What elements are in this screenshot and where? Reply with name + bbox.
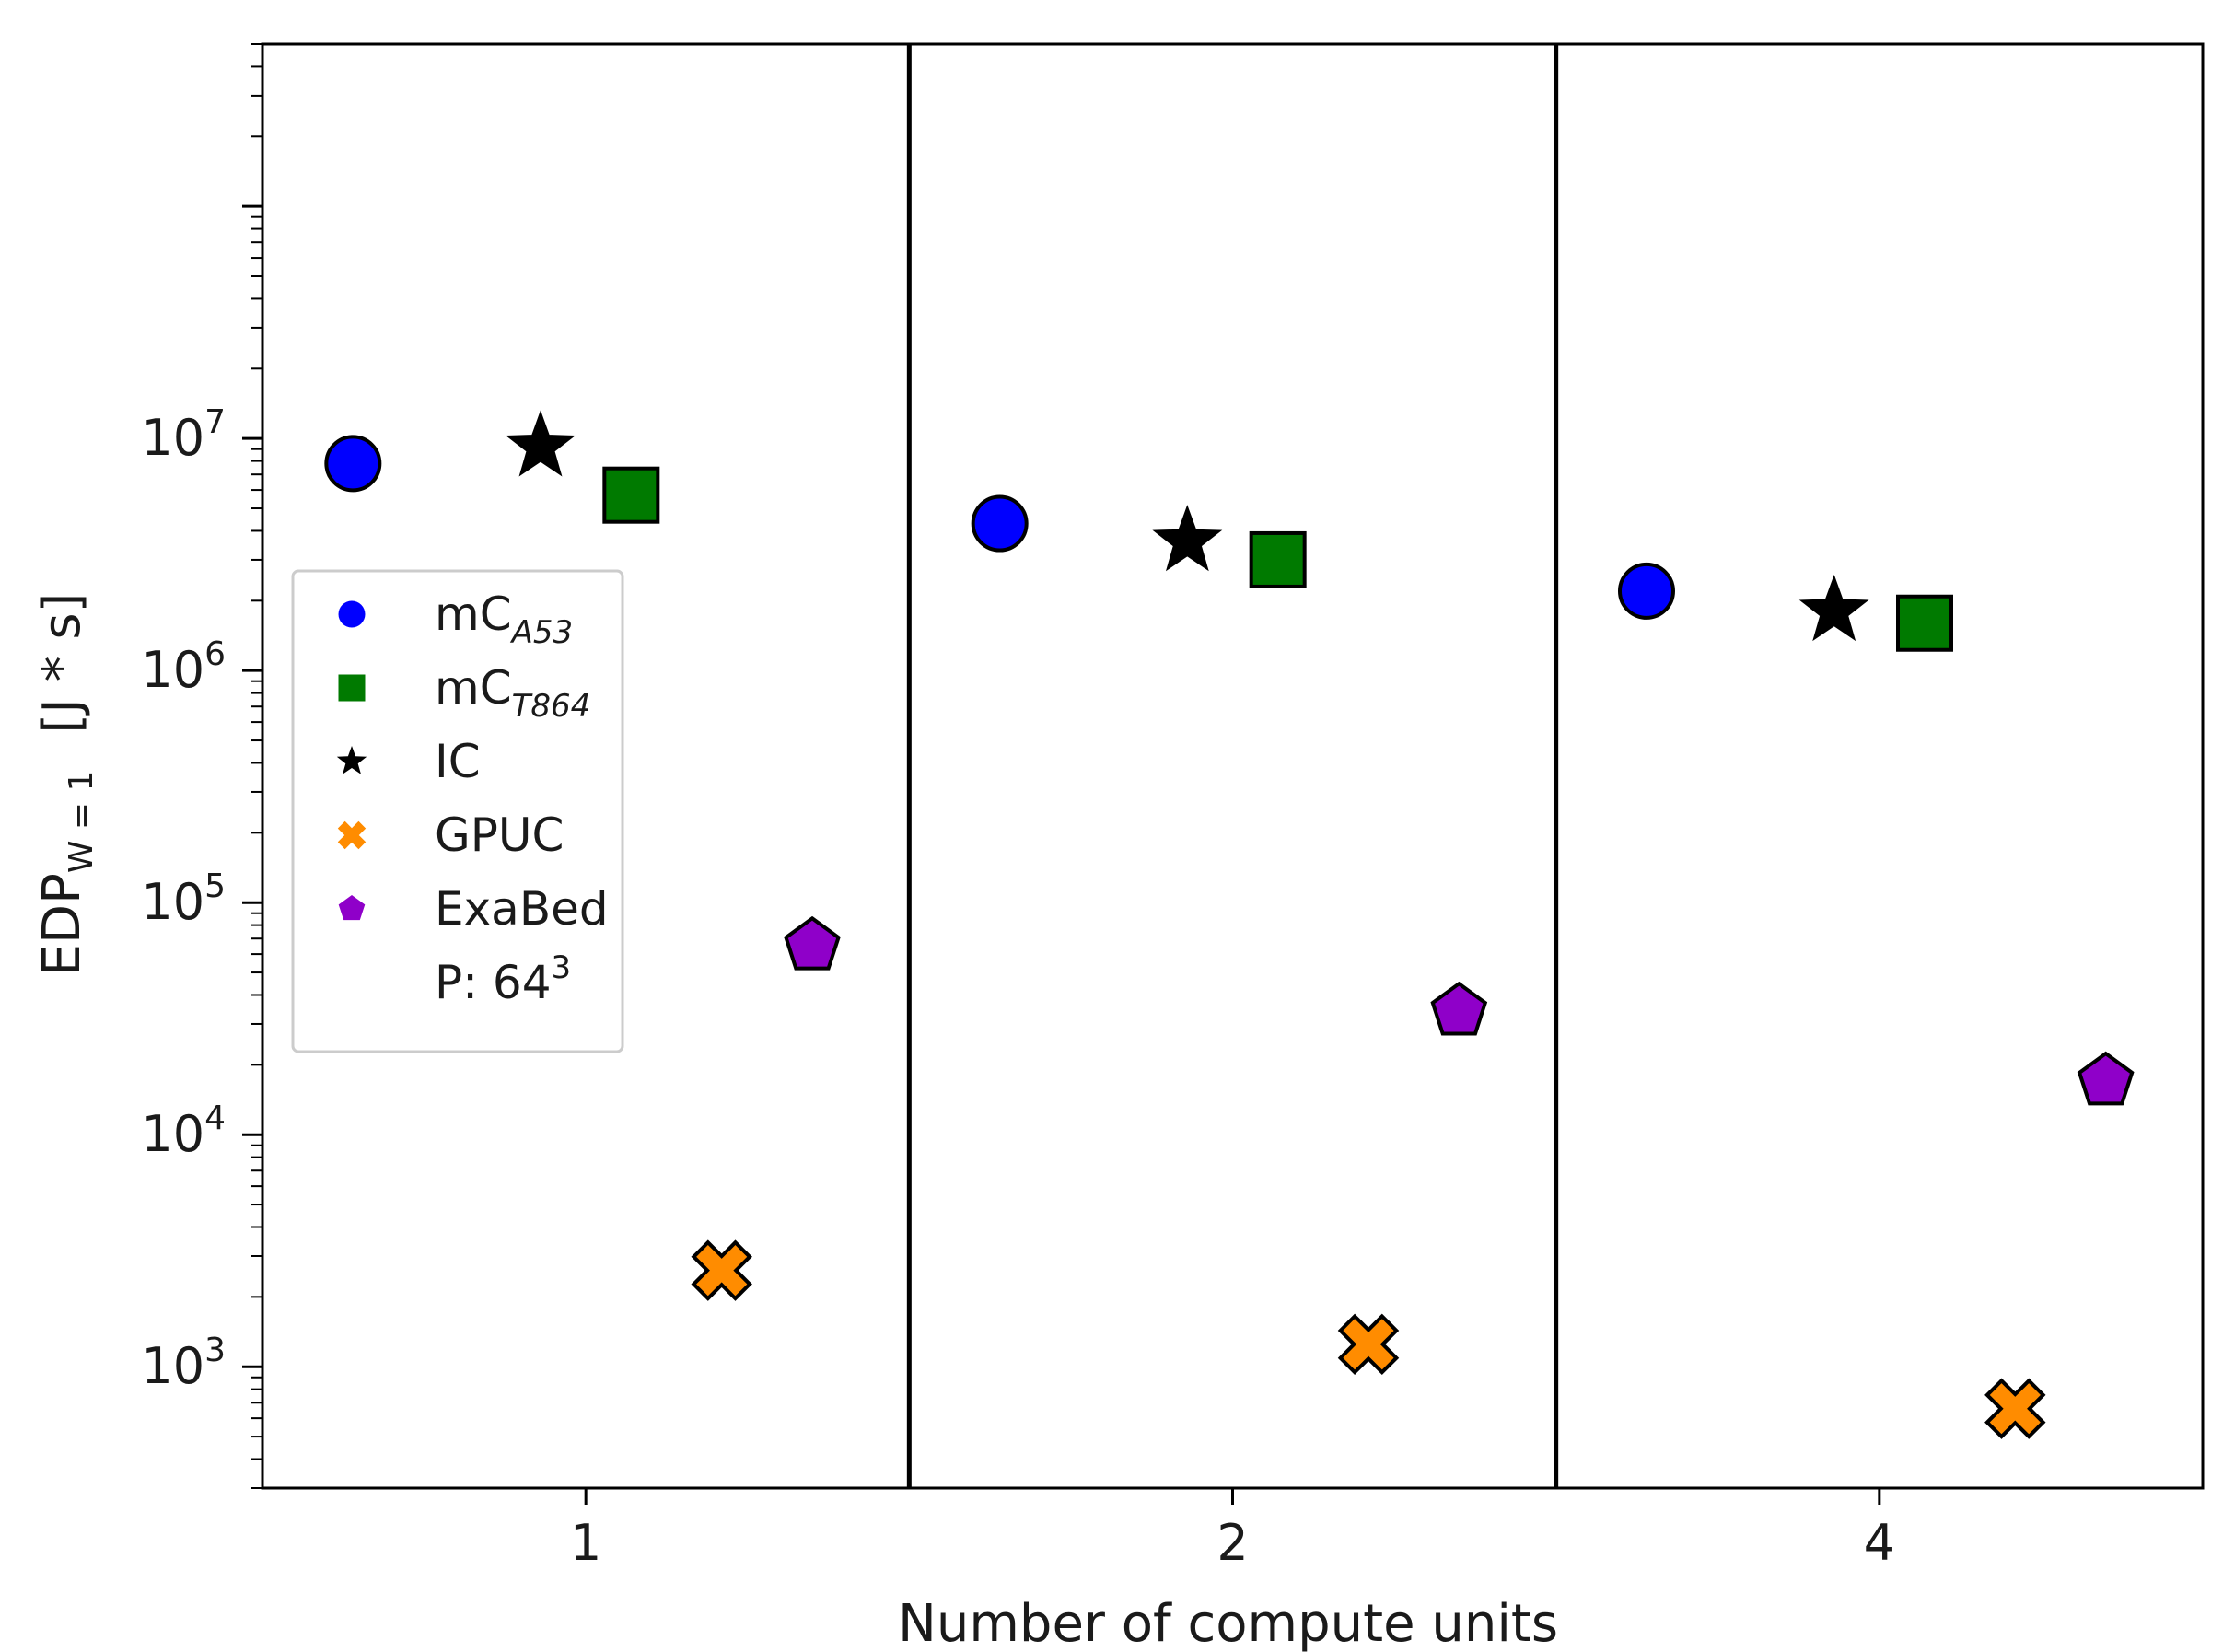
y-tick-label: 104 (141, 1099, 226, 1163)
point-gpuc-4 (1984, 1378, 2046, 1439)
y-tick-label: 103 (141, 1332, 226, 1395)
legend-extra-label: P: 643 (435, 949, 571, 1009)
y-axis-title-main: EDP (32, 873, 92, 976)
panel-separators (906, 44, 1559, 1488)
legend-marker-exabed (338, 895, 366, 921)
point-mc-t864-2 (1249, 530, 1307, 588)
legend-label-mc-t864: mCT864 (435, 661, 590, 725)
y-tick-label: 106 (141, 635, 226, 699)
x-axis-ticks: 1 2 4 (570, 1488, 1895, 1572)
point-ic-4 (1798, 574, 1869, 642)
point-mc-a53-4 (1617, 562, 1675, 620)
x-tick-label: 2 (1216, 1514, 1248, 1572)
legend-marker-gpuc (337, 820, 367, 850)
point-ic-1 (506, 410, 576, 477)
x-tick-label: 1 (570, 1514, 601, 1572)
y-tick-labels: 103 104 105 106 107 (141, 403, 226, 1395)
data-points (324, 410, 2135, 1439)
legend-marker-mc-a53 (338, 600, 366, 628)
y-axis-title-unit: [J * s] (32, 593, 92, 734)
point-ic-2 (1152, 505, 1223, 572)
legend-label-ic: IC (435, 735, 481, 788)
legend-label-exabed: ExaBed (435, 882, 609, 936)
y-axis-title: EDPW = 1 [J * s] (32, 593, 100, 977)
x-tick-label: 4 (1864, 1514, 1895, 1572)
point-mc-t864-4 (1895, 594, 1953, 652)
point-exabed-1 (784, 915, 841, 971)
point-gpuc-2 (1337, 1313, 1400, 1376)
y-axis-title-sub: W = 1 (63, 771, 100, 874)
y-tick-label: 105 (141, 867, 226, 931)
point-exabed-2 (1430, 981, 1488, 1036)
legend-marker-ic (336, 746, 367, 774)
legend-marker-mc-t864 (338, 674, 366, 702)
y-tick-label: 107 (141, 403, 226, 467)
point-exabed-4 (2077, 1051, 2135, 1106)
y-axis-ticks (242, 43, 262, 1489)
point-mc-a53-2 (971, 494, 1029, 553)
legend-label-mc-a53: mCA53 (435, 588, 573, 651)
point-mc-a53-1 (324, 435, 382, 493)
point-mc-t864-1 (602, 466, 660, 524)
legend-box (291, 569, 624, 1053)
legend-label-gpuc: GPUC (435, 809, 564, 862)
x-axis-title: Number of compute units (898, 1594, 1558, 1652)
point-gpuc-1 (691, 1239, 752, 1301)
legend: mCA53 mCT864 IC GPUC ExaBed P: 643 (291, 569, 624, 1053)
